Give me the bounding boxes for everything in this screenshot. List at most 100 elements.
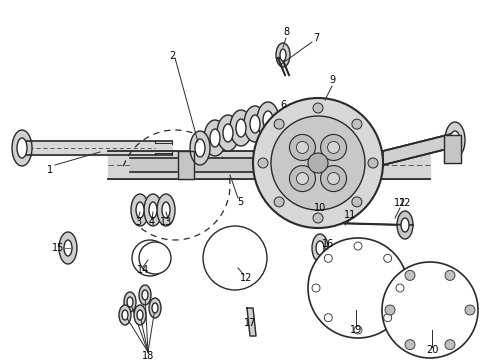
Circle shape (290, 166, 316, 192)
Text: 4: 4 (149, 217, 155, 227)
Circle shape (445, 270, 455, 280)
Circle shape (271, 116, 365, 210)
Circle shape (203, 226, 267, 290)
Circle shape (296, 141, 308, 153)
Text: 3: 3 (135, 217, 141, 227)
Circle shape (274, 119, 284, 129)
Ellipse shape (127, 297, 133, 307)
Circle shape (258, 158, 268, 168)
Ellipse shape (64, 240, 72, 256)
Circle shape (327, 141, 340, 153)
Text: 6: 6 (280, 100, 286, 110)
Ellipse shape (12, 130, 32, 166)
Circle shape (405, 339, 415, 350)
Circle shape (324, 254, 332, 262)
Circle shape (354, 326, 362, 334)
Ellipse shape (312, 234, 328, 262)
Polygon shape (444, 135, 461, 163)
Circle shape (253, 98, 383, 228)
Bar (135, 250, 165, 265)
Circle shape (312, 284, 320, 292)
Circle shape (215, 238, 255, 278)
Ellipse shape (250, 115, 260, 133)
Circle shape (313, 213, 323, 223)
Circle shape (385, 305, 395, 315)
Ellipse shape (195, 139, 205, 157)
Circle shape (290, 134, 316, 161)
Circle shape (274, 197, 284, 207)
Circle shape (320, 166, 346, 192)
Circle shape (308, 153, 328, 173)
Ellipse shape (142, 290, 148, 300)
Ellipse shape (236, 119, 246, 137)
Text: 17: 17 (244, 318, 256, 328)
Polygon shape (178, 151, 194, 179)
Ellipse shape (149, 298, 161, 318)
Text: 8: 8 (283, 27, 289, 37)
Ellipse shape (280, 49, 286, 61)
Text: 14: 14 (137, 265, 149, 275)
Circle shape (140, 248, 160, 268)
Circle shape (324, 314, 332, 322)
Text: 16: 16 (322, 239, 334, 249)
Circle shape (146, 249, 164, 267)
Text: 18: 18 (142, 351, 154, 360)
Ellipse shape (316, 208, 324, 222)
Ellipse shape (312, 202, 328, 228)
Ellipse shape (152, 303, 158, 313)
Ellipse shape (190, 131, 210, 165)
Text: 5: 5 (237, 197, 243, 207)
Text: 7: 7 (313, 33, 319, 43)
Ellipse shape (257, 102, 279, 138)
Ellipse shape (134, 305, 146, 325)
Circle shape (296, 172, 308, 185)
Circle shape (354, 242, 362, 250)
Polygon shape (383, 133, 455, 165)
Text: 12: 12 (399, 198, 411, 208)
Circle shape (368, 158, 378, 168)
Ellipse shape (157, 194, 175, 226)
Circle shape (330, 260, 386, 316)
Ellipse shape (450, 131, 460, 149)
Polygon shape (247, 308, 256, 336)
Ellipse shape (244, 106, 266, 142)
Ellipse shape (162, 202, 170, 218)
Circle shape (352, 197, 362, 207)
Ellipse shape (223, 124, 233, 142)
Ellipse shape (149, 202, 157, 218)
Polygon shape (325, 223, 413, 225)
Ellipse shape (122, 310, 128, 320)
Circle shape (405, 270, 415, 280)
Circle shape (384, 254, 392, 262)
Text: 20: 20 (426, 345, 438, 355)
Ellipse shape (124, 292, 136, 312)
Circle shape (327, 172, 340, 185)
Circle shape (132, 240, 168, 276)
Circle shape (308, 238, 408, 338)
Ellipse shape (131, 194, 149, 226)
Text: 15: 15 (52, 243, 64, 253)
Ellipse shape (204, 120, 226, 156)
Ellipse shape (139, 285, 151, 305)
Ellipse shape (397, 211, 413, 239)
Text: 2: 2 (169, 51, 175, 61)
Text: 12: 12 (394, 198, 406, 208)
Circle shape (384, 314, 392, 322)
Text: 1: 1 (47, 165, 53, 175)
Ellipse shape (445, 122, 465, 158)
Circle shape (405, 285, 455, 335)
Circle shape (382, 262, 478, 358)
Ellipse shape (316, 241, 324, 255)
Circle shape (445, 339, 455, 350)
Circle shape (352, 119, 362, 129)
Ellipse shape (230, 110, 252, 146)
Circle shape (465, 305, 475, 315)
Ellipse shape (17, 138, 27, 158)
Ellipse shape (217, 115, 239, 151)
Ellipse shape (276, 43, 290, 67)
Ellipse shape (136, 202, 144, 218)
Ellipse shape (144, 194, 162, 226)
Ellipse shape (263, 111, 273, 129)
Ellipse shape (210, 129, 220, 147)
Circle shape (139, 242, 171, 274)
